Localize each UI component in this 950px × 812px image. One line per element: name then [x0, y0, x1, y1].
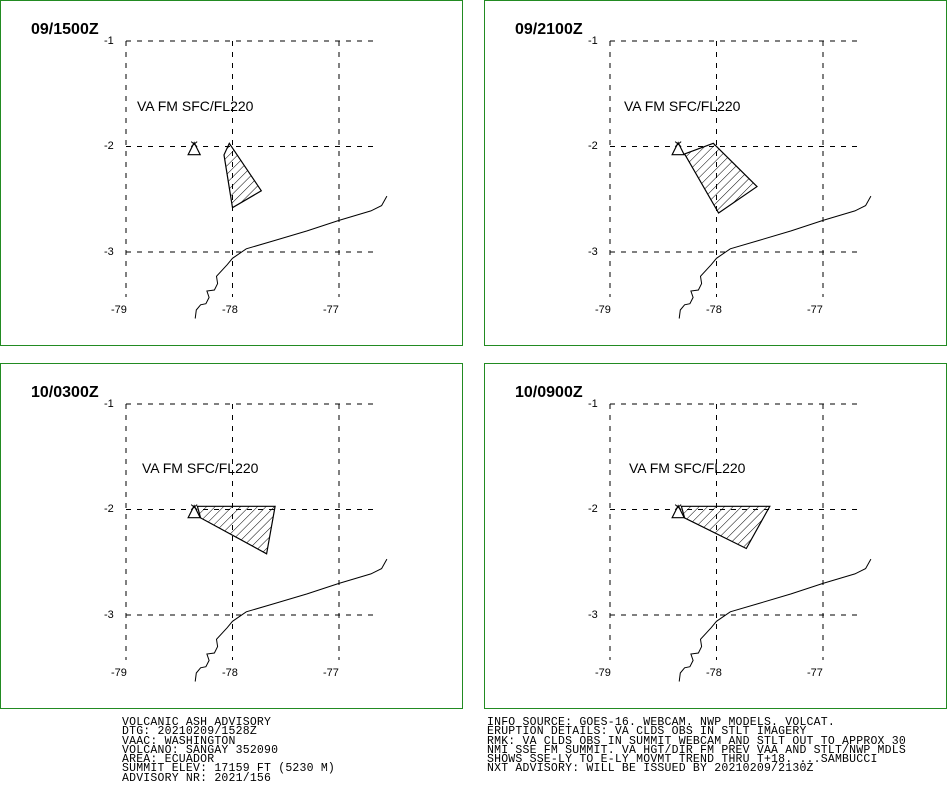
va-height-label: VA FM SFC/FL220	[629, 460, 746, 476]
volcano-triangle-icon	[671, 504, 686, 519]
advisory-remarks-text: INFO SOURCE: GOES-16. WEBCAM. NWP MODELS…	[487, 716, 906, 776]
lon-tick-label: -79	[111, 667, 127, 679]
lon-tick-label: -78	[706, 304, 722, 316]
lat-tick-label: -2	[588, 140, 598, 152]
advisory-line: VOLCANIC ASH ADVISORY	[122, 716, 272, 729]
lon-tick-label: -79	[111, 304, 127, 316]
coastline	[678, 558, 872, 682]
advisory-line: SUMMIT ELEV: 17159 FT (5230 M)	[122, 762, 336, 776]
dtg-label: 09/2100Z	[515, 21, 583, 38]
lat-tick-label: -1	[104, 398, 114, 410]
lat-tick-label: -3	[588, 246, 598, 258]
lon-tick-label: -79	[595, 667, 611, 679]
lat-tick-label: -3	[104, 246, 114, 258]
lat-tick-label: -2	[104, 140, 114, 152]
coastline	[194, 195, 388, 319]
va-height-label: VA FM SFC/FL220	[142, 460, 259, 476]
lon-tick-label: -78	[706, 667, 722, 679]
volcano-triangle-icon	[671, 141, 686, 156]
advisory-line: DTG: 20210209/1528Z	[122, 725, 257, 739]
forecast-panel-3: 10/0900Z VA FM SFC/FL220 -1 -2 -3 -79 -7…	[484, 363, 947, 709]
lon-tick-label: -78	[222, 304, 238, 316]
volcano-triangle-icon	[187, 141, 202, 156]
ash-map-3	[609, 403, 872, 682]
remarks-line: INFO SOURCE: GOES-16. WEBCAM. NWP MODELS…	[487, 716, 835, 729]
va-height-label: VA FM SFC/FL220	[624, 98, 741, 114]
lat-tick-label: -1	[104, 35, 114, 47]
remarks-line: RMK: VA CLDS OBS IN SUMMIT WEBCAM AND ST…	[487, 734, 906, 748]
advisory-header-text: VOLCANIC ASH ADVISORY DTG: 20210209/1528…	[122, 716, 336, 785]
advisory-line: AREA: ECUADOR	[122, 753, 215, 767]
lat-tick-label: -2	[588, 503, 598, 515]
advisory-line: VAAC: WASHINGTON	[122, 734, 236, 748]
ash-map-2	[125, 403, 388, 682]
lon-tick-label: -77	[323, 304, 339, 316]
lon-tick-label: -78	[222, 667, 238, 679]
forecast-panel-2: 10/0300Z VA FM SFC/FL220 -1 -2 -3 -79 -7…	[0, 363, 463, 709]
lon-tick-label: -77	[807, 667, 823, 679]
lat-tick-label: -2	[104, 503, 114, 515]
volcano-marker-x-icon	[190, 141, 198, 148]
remarks-line: NMI SSE FM SUMMIT. VA HGT/DIR FM PREV VA…	[487, 743, 906, 757]
volcano-marker-x-icon	[674, 504, 682, 511]
remarks-line: ERUPTION DETAILS: VA CLDS OBS IN STLT IM…	[487, 725, 807, 739]
dtg-label: 10/0300Z	[31, 384, 99, 401]
lat-tick-label: -3	[588, 609, 598, 621]
coastline	[194, 558, 388, 682]
remarks-line: NXT ADVISORY: WILL BE ISSUED BY 20210209…	[487, 762, 814, 776]
lat-tick-label: -1	[588, 398, 598, 410]
lon-tick-label: -77	[807, 304, 823, 316]
volcano-marker-x-icon	[190, 504, 198, 511]
advisory-line: ADVISORY NR: 2021/156	[122, 771, 272, 785]
lat-tick-label: -1	[588, 35, 598, 47]
dtg-label: 09/1500Z	[31, 21, 99, 38]
ash-cloud-polygon	[683, 142, 758, 214]
coastline	[678, 195, 872, 319]
dtg-label: 10/0900Z	[515, 384, 583, 401]
volcano-triangle-icon	[187, 504, 202, 519]
lon-tick-label: -79	[595, 304, 611, 316]
ash-cloud-polygon	[196, 505, 276, 555]
lon-tick-label: -77	[323, 667, 339, 679]
ash-map-0	[125, 40, 388, 319]
forecast-panel-0: 09/1500Z VA FM SFC/FL220 -1 -2 -3 -79 -7…	[0, 0, 463, 346]
ash-map-1	[609, 40, 872, 319]
va-height-label: VA FM SFC/FL220	[137, 98, 254, 114]
volcano-marker-x-icon	[674, 141, 682, 148]
forecast-panel-1: 09/2100Z VA FM SFC/FL220 -1 -2 -3 -79 -7…	[484, 0, 947, 346]
advisory-line: VOLCANO: SANGAY 352090	[122, 743, 279, 757]
ash-cloud-polygon	[680, 505, 771, 550]
remarks-line: SHOWS SSE-LY TO E-LY MOVMT TREND THRU T+…	[487, 753, 878, 767]
lat-tick-label: -3	[104, 609, 114, 621]
ash-cloud-polygon	[223, 142, 263, 209]
